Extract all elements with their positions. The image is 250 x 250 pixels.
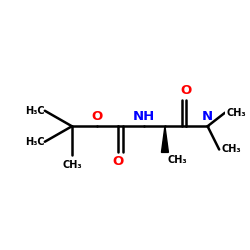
Text: CH₃: CH₃ <box>62 160 82 170</box>
Text: CH₃: CH₃ <box>168 155 188 165</box>
Text: O: O <box>180 84 192 97</box>
Text: O: O <box>113 155 124 168</box>
Text: O: O <box>92 110 103 123</box>
Polygon shape <box>162 126 168 152</box>
Text: CH₃: CH₃ <box>221 144 241 154</box>
Text: H₃C: H₃C <box>25 106 45 116</box>
Text: NH: NH <box>132 110 155 123</box>
Text: N: N <box>202 110 213 123</box>
Text: CH₃: CH₃ <box>227 108 246 118</box>
Text: H₃C: H₃C <box>25 137 45 147</box>
